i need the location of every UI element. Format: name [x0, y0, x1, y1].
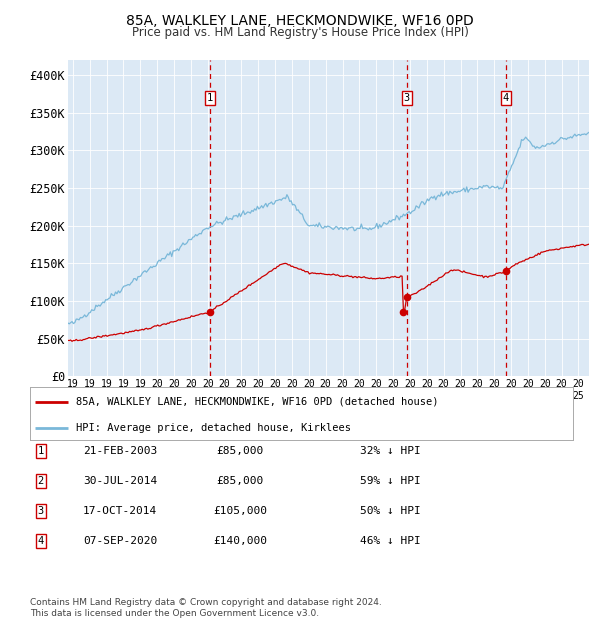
Text: 21-FEB-2003: 21-FEB-2003: [83, 446, 157, 456]
Text: Price paid vs. HM Land Registry's House Price Index (HPI): Price paid vs. HM Land Registry's House …: [131, 26, 469, 39]
Text: 4: 4: [503, 93, 509, 103]
Text: 59% ↓ HPI: 59% ↓ HPI: [360, 476, 421, 486]
Text: 1: 1: [207, 93, 213, 103]
Text: Contains HM Land Registry data © Crown copyright and database right 2024.
This d: Contains HM Land Registry data © Crown c…: [30, 598, 382, 618]
Text: 46% ↓ HPI: 46% ↓ HPI: [360, 536, 421, 546]
Text: 17-OCT-2014: 17-OCT-2014: [83, 506, 157, 516]
Text: 85A, WALKLEY LANE, HECKMONDWIKE, WF16 0PD (detached house): 85A, WALKLEY LANE, HECKMONDWIKE, WF16 0P…: [76, 397, 439, 407]
Text: 50% ↓ HPI: 50% ↓ HPI: [360, 506, 421, 516]
Text: 07-SEP-2020: 07-SEP-2020: [83, 536, 157, 546]
Text: £105,000: £105,000: [213, 506, 267, 516]
Text: £85,000: £85,000: [217, 476, 263, 486]
Text: 3: 3: [403, 93, 410, 103]
Text: 30-JUL-2014: 30-JUL-2014: [83, 476, 157, 486]
Text: 2: 2: [38, 476, 44, 486]
Text: HPI: Average price, detached house, Kirklees: HPI: Average price, detached house, Kirk…: [76, 423, 351, 433]
Text: 1: 1: [38, 446, 44, 456]
Text: £85,000: £85,000: [217, 446, 263, 456]
Text: 4: 4: [38, 536, 44, 546]
Text: 85A, WALKLEY LANE, HECKMONDWIKE, WF16 0PD: 85A, WALKLEY LANE, HECKMONDWIKE, WF16 0P…: [126, 14, 474, 28]
Text: 32% ↓ HPI: 32% ↓ HPI: [360, 446, 421, 456]
Text: 3: 3: [38, 506, 44, 516]
Text: £140,000: £140,000: [213, 536, 267, 546]
